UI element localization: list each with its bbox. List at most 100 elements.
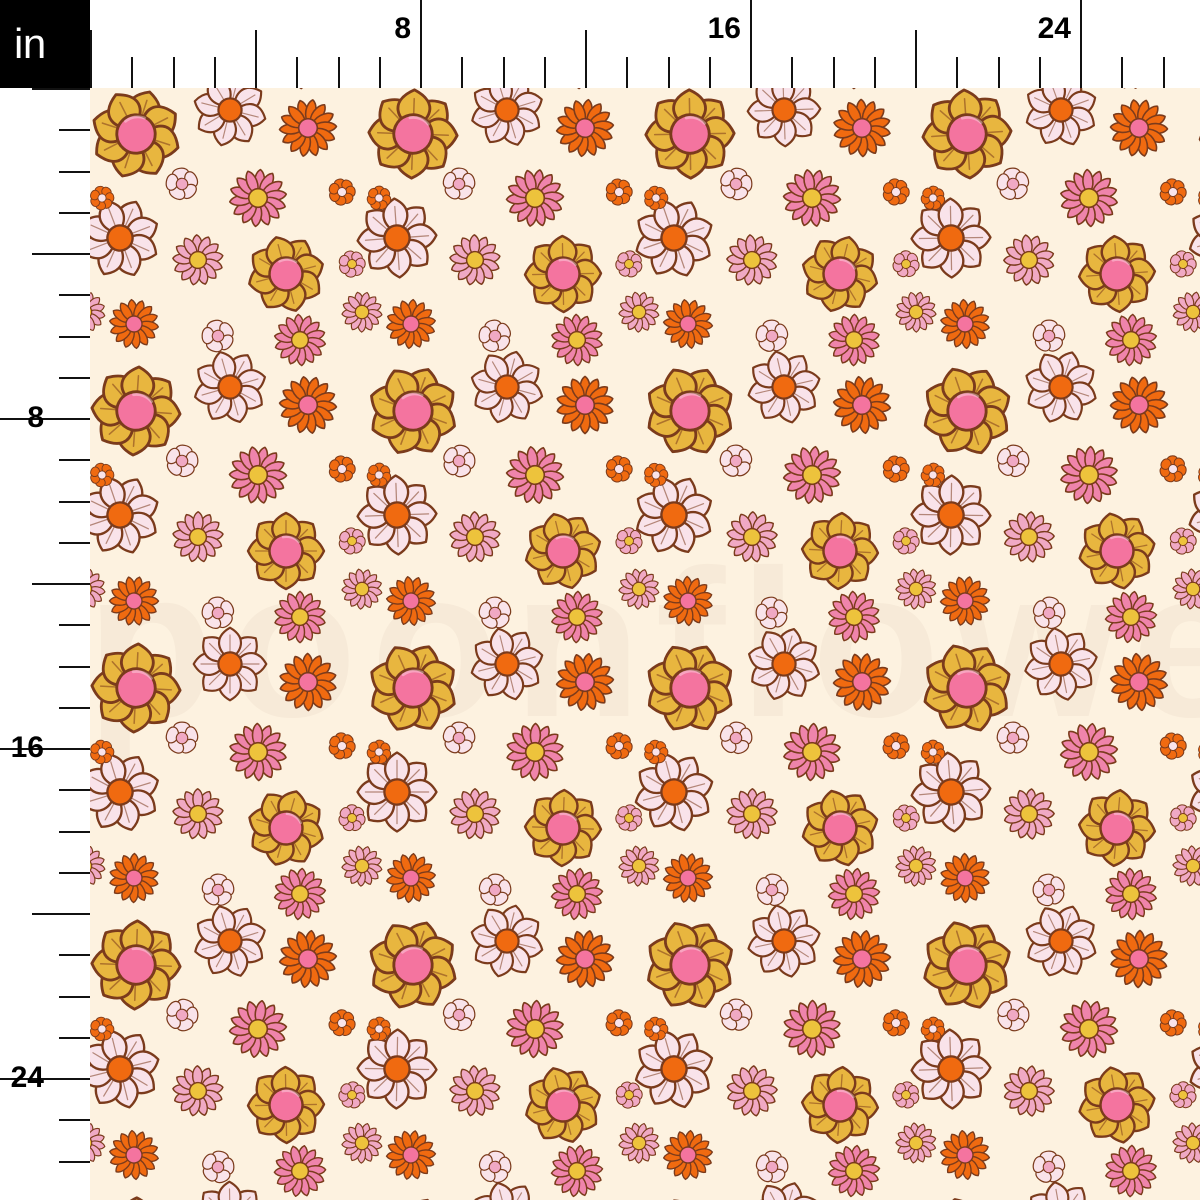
flower-orange-spiky-daisy-pink-center [827, 924, 898, 995]
flower-pink-spiky-daisy-yellow-center [549, 866, 606, 923]
flower-pale-pink-daisy-orange-center [1010, 613, 1112, 715]
ruler-tick-vertical [59, 376, 90, 379]
flower-tiny-orange-flower-white-center [919, 1015, 947, 1043]
flower-golden-daisy-pink-center [90, 624, 200, 752]
flower-pale-pink-daisy-orange-center [733, 890, 834, 991]
flower-tiny-orange-flower-white-center [326, 1007, 357, 1038]
pattern-tiles [90, 88, 1200, 1200]
ruler-tick-vertical [59, 129, 90, 132]
flower-blush-spiky-daisy-yellow-center [1000, 785, 1059, 844]
flower-golden-daisy-pink-center [1061, 772, 1173, 884]
ruler-tick-horizontal [1162, 57, 1165, 88]
flower-orange-spiky-daisy-pink-center [107, 851, 161, 905]
ruler-tick-vertical [59, 954, 90, 957]
flower-small-blush-flower-pink-center [437, 439, 482, 484]
ruler-tick-vertical [59, 500, 90, 503]
flower-pale-pink-daisy-orange-center [465, 345, 549, 429]
flower-golden-daisy-pink-center [508, 773, 618, 883]
flower-golden-daisy-pink-center [90, 901, 200, 1029]
flower-small-blush-flower-pink-center [994, 719, 1032, 757]
ruler-tick-horizontal [832, 57, 835, 88]
flower-pink-spiky-daisy-yellow-center [772, 989, 852, 1069]
flower-small-blush-flower-pink-center [992, 440, 1033, 481]
flower-pale-pink-daisy-orange-center [1010, 1167, 1113, 1200]
flower-tiny-orange-flower-white-center [365, 184, 392, 211]
flower-tiny-orange-flower-white-center [325, 729, 358, 762]
ruler-tick-vertical [59, 789, 90, 792]
flower-small-blush-flower-pink-center [439, 995, 480, 1036]
flower-pink-spiky-daisy-yellow-center [545, 308, 608, 371]
flower-pink-spiky-daisy-yellow-center [1053, 993, 1126, 1066]
flower-golden-daisy-pink-center [90, 1179, 199, 1200]
flower-small-blush-flower-pink-center [752, 1147, 792, 1187]
flower-blush-spiky-daisy-yellow-center [90, 562, 112, 615]
flower-golden-daisy-pink-center [1191, 635, 1200, 741]
flower-golden-daisy-pink-center [641, 362, 739, 460]
flower-pale-pink-daisy-orange-center [90, 1015, 174, 1124]
flower-pale-pink-daisy-orange-center [339, 734, 456, 851]
flower-pale-pink-daisy-orange-center [90, 463, 172, 567]
ruler-label-vertical: 8 [27, 401, 44, 434]
ruler-tick-vertical [59, 211, 90, 214]
flower-golden-daisy-pink-center [516, 1058, 609, 1151]
flower-pale-pink-daisy-orange-center [339, 457, 455, 573]
flower-blush-spiky-daisy-yellow-center [334, 284, 389, 339]
flower-tiny-orange-flower-white-center [364, 737, 393, 766]
flower-orange-spiky-daisy-pink-center [937, 296, 994, 353]
flower-pink-spiky-daisy-yellow-center [502, 165, 568, 231]
flower-pink-spiky-daisy-yellow-center [1057, 720, 1120, 783]
flower-pink-spiky-daisy-yellow-center [824, 310, 884, 370]
flower-golden-daisy-pink-center [782, 216, 898, 332]
flower-tiny-pink-flower-yellow-center [888, 800, 925, 837]
flower-golden-daisy-pink-center [640, 1192, 739, 1200]
ruler-tick-horizontal [585, 30, 587, 88]
flower-orange-spiky-daisy-pink-center [554, 374, 616, 436]
flower-golden-daisy-pink-center [232, 497, 340, 605]
flower-pink-spiky-daisy-yellow-center [268, 308, 333, 373]
unit-badge[interactable]: in [0, 0, 90, 88]
flower-pale-pink-daisy-orange-center [176, 610, 284, 718]
flower-pink-spiky-daisy-yellow-center [1102, 588, 1160, 646]
flower-blush-spiky-daisy-yellow-center [335, 562, 390, 617]
flower-blush-spiky-daisy-yellow-center [444, 1060, 506, 1122]
flower-pink-spiky-daisy-yellow-center [216, 987, 300, 1071]
flower-pale-pink-daisy-orange-center [181, 338, 279, 436]
flower-tiny-pink-flower-yellow-center [890, 248, 921, 279]
flower-pale-pink-daisy-orange-center [742, 622, 827, 707]
ruler-tick-vertical [32, 583, 90, 585]
flower-blush-spiky-daisy-yellow-center [161, 1054, 234, 1127]
flower-orange-spiky-daisy-pink-center [830, 96, 894, 160]
ruler-label-horizontal: 8 [394, 12, 411, 45]
flower-blush-spiky-daisy-yellow-center [889, 839, 942, 892]
flower-blush-spiky-daisy-yellow-center [724, 509, 781, 566]
flower-tiny-orange-flower-white-center [919, 184, 948, 213]
flower-tiny-orange-flower-white-center [323, 173, 360, 210]
flower-tiny-pink-flower-yellow-center [335, 524, 369, 558]
ruler-tick-horizontal [1121, 57, 1124, 88]
flower-orange-spiky-daisy-pink-center [550, 647, 620, 717]
flower-orange-spiky-daisy-pink-center [655, 291, 722, 358]
flower-orange-spiky-daisy-pink-center [102, 569, 166, 633]
ruler-tick-horizontal [667, 57, 670, 88]
flower-small-blush-flower-pink-center [752, 870, 793, 911]
flower-blush-spiky-daisy-yellow-center [446, 785, 505, 844]
flower-orange-spiky-daisy-pink-center [382, 295, 440, 353]
flower-orange-spiky-daisy-pink-center [276, 650, 339, 713]
ruler-tick-horizontal [750, 0, 752, 88]
flower-pink-spiky-daisy-yellow-center [1099, 862, 1163, 926]
flower-tiny-orange-flower-white-center [90, 1014, 117, 1045]
ruler-tick-vertical [59, 995, 90, 998]
ruler-tick-horizontal [791, 57, 794, 88]
flower-pink-spiky-daisy-yellow-center [495, 712, 575, 792]
flower-pale-pink-daisy-orange-center [1174, 461, 1200, 570]
flower-tiny-pink-flower-yellow-center [1165, 523, 1200, 559]
flower-golden-daisy-pink-center [228, 770, 344, 886]
flower-pink-spiky-daisy-yellow-center [1102, 311, 1160, 369]
flower-pink-spiky-daisy-yellow-center [269, 586, 330, 647]
flower-golden-daisy-pink-center [362, 914, 464, 1016]
flower-tiny-orange-flower-white-center [1193, 735, 1200, 768]
flower-golden-daisy-pink-center [628, 88, 753, 196]
fabric-swatch[interactable]: Spoonflower [90, 88, 1200, 1200]
flower-pink-spiky-daisy-yellow-center [776, 162, 848, 234]
flower-golden-daisy-pink-center [232, 1051, 339, 1158]
